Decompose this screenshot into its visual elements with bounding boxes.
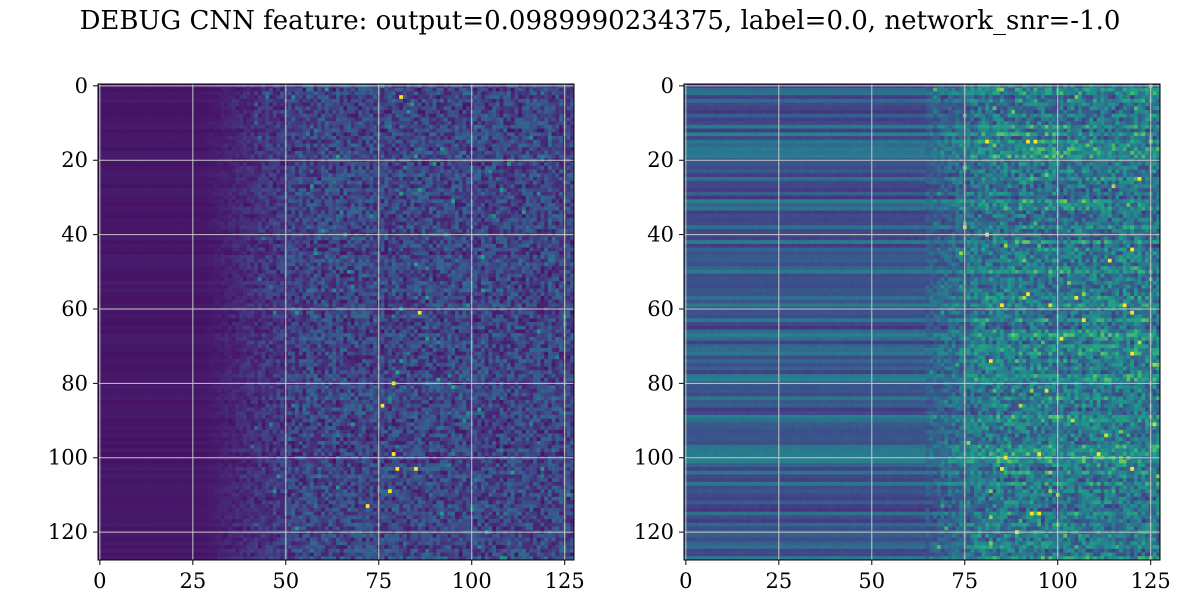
x-tick-label: 75 — [951, 569, 978, 593]
x-tick-label: 50 — [272, 569, 299, 593]
y-tick-label: 40 — [61, 223, 88, 247]
y-tick-label: 60 — [647, 297, 674, 321]
y-tick-label: 20 — [61, 148, 88, 172]
y-tick-label: 120 — [48, 520, 88, 544]
y-tick-label: 80 — [647, 371, 674, 395]
x-tick-label: 50 — [858, 569, 885, 593]
y-tick-label: 60 — [61, 297, 88, 321]
y-tick-label: 100 — [48, 446, 88, 470]
x-tick-label: 125 — [1131, 569, 1171, 593]
x-tick-label: 125 — [545, 569, 585, 593]
x-tick-label: 100 — [452, 569, 492, 593]
x-tick-label: 25 — [765, 569, 792, 593]
heatmap-right-axes: 0 25 50 75 100 125 0 20 40 60 80 100 120 — [634, 74, 1171, 593]
x-tick-label: 0 — [679, 569, 692, 593]
y-tick-label: 120 — [634, 520, 674, 544]
heatmap-cells — [98, 84, 574, 560]
y-tick-label: 40 — [647, 223, 674, 247]
x-tick-label: 25 — [179, 569, 206, 593]
y-tick-label: 80 — [61, 371, 88, 395]
x-tick-label: 0 — [93, 569, 106, 593]
heatmap-cells — [684, 84, 1160, 560]
y-tick-label: 0 — [75, 74, 88, 98]
x-tick-label: 75 — [365, 569, 392, 593]
y-tick-label: 100 — [634, 446, 674, 470]
y-tick-label: 0 — [661, 74, 674, 98]
x-tick-label: 100 — [1038, 569, 1078, 593]
heatmap-left-axes: 0 25 50 75 100 125 0 20 40 60 80 100 120 — [48, 74, 585, 593]
y-tick-label: 20 — [647, 148, 674, 172]
